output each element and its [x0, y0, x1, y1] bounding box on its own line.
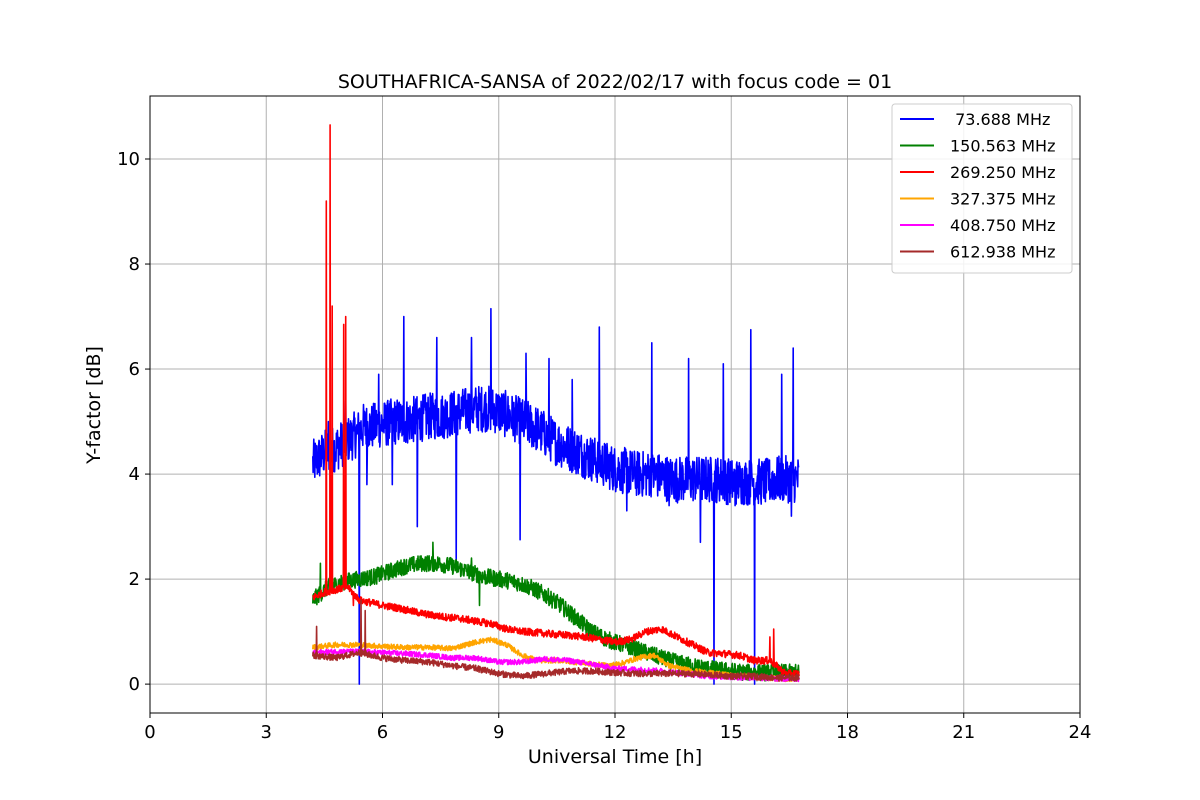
y-tick-label: 4	[129, 464, 140, 485]
x-tick-label: 15	[720, 722, 743, 743]
y-tick-label: 10	[117, 149, 140, 170]
legend-label: 73.688 MHz	[950, 110, 1050, 129]
legend-label: 612.938 MHz	[950, 243, 1055, 262]
x-axis-label: Universal Time [h]	[528, 746, 702, 768]
series-line	[312, 599, 800, 682]
y-tick-label: 0	[129, 674, 140, 695]
x-tick-label: 21	[952, 722, 975, 743]
x-tick-label: 9	[493, 722, 504, 743]
legend-label: 269.250 MHz	[950, 163, 1055, 182]
series-line	[312, 124, 800, 678]
legend-label: 327.375 MHz	[950, 190, 1055, 209]
legend-label: 150.563 MHz	[950, 137, 1055, 156]
x-tick-label: 6	[377, 722, 388, 743]
y-tick-label: 2	[129, 569, 140, 590]
x-tick-label: 12	[604, 722, 627, 743]
x-tick-label: 24	[1069, 722, 1092, 743]
chart-title: SOUTHAFRICA-SANSA of 2022/02/17 with foc…	[338, 71, 892, 93]
legend-label: 408.750 MHz	[950, 216, 1055, 235]
series-line	[312, 307, 800, 685]
y-axis-label: Y-factor [dB]	[83, 346, 105, 465]
y-tick-label: 8	[129, 254, 140, 275]
legend-box	[891, 103, 1073, 274]
x-tick-label: 18	[836, 722, 859, 743]
series-group	[312, 124, 800, 685]
y-tick-label: 6	[129, 359, 140, 380]
x-tick-label: 3	[261, 722, 272, 743]
x-tick-label: 0	[144, 722, 155, 743]
legend: 73.688 MHz 150.563 MHz 269.250 MHz 327.375 …	[891, 103, 1073, 274]
